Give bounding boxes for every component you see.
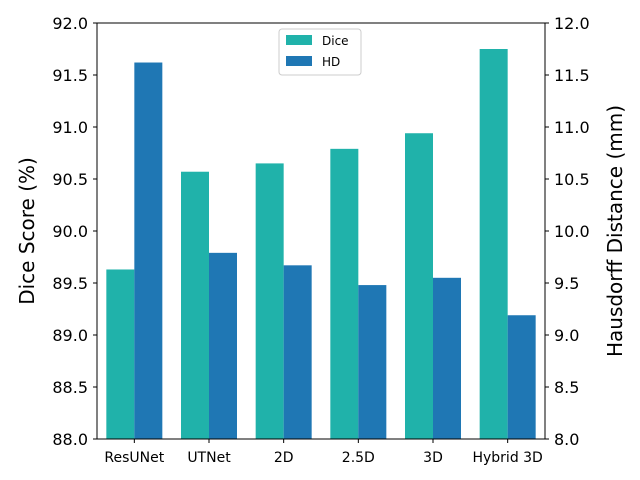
right-tick-label: 11.5 xyxy=(554,66,590,85)
bar-hd-2-5d xyxy=(358,285,387,439)
right-tick-label: 8.0 xyxy=(554,430,579,449)
left-tick-label: 89.0 xyxy=(52,326,88,345)
left-tick-label: 91.5 xyxy=(52,66,88,85)
legend-label-hd: HD xyxy=(322,55,340,69)
x-tick-label: 3D xyxy=(423,450,443,466)
bar-hd-3d xyxy=(433,277,461,439)
left-tick-label: 91.0 xyxy=(52,118,88,137)
x-tick-label: ResUNet xyxy=(104,450,164,466)
bar-hd-hybrid-3d xyxy=(507,315,536,439)
bar-hd-resunet xyxy=(134,62,163,440)
right-tick-label: 10.0 xyxy=(554,222,590,241)
left-tick-label: 90.0 xyxy=(52,222,88,241)
legend: Dice HD xyxy=(278,28,362,76)
right-tick-label: 10.5 xyxy=(554,170,590,189)
legend-swatch-dice xyxy=(286,35,312,45)
left-tick-label: 90.5 xyxy=(52,170,88,189)
bar-dice-resunet xyxy=(106,269,135,439)
right-tick-label: 9.0 xyxy=(554,326,579,345)
bar-hd-2d xyxy=(283,265,312,439)
left-axis-label: Dice Score (%) xyxy=(15,157,39,305)
x-tick-label: UTNet xyxy=(187,450,231,466)
left-tick-label: 88.5 xyxy=(52,378,88,397)
bar-dice-hybrid-3d xyxy=(479,49,508,439)
legend-swatch-hd xyxy=(286,56,312,66)
left-tick-label: 92.0 xyxy=(52,14,88,33)
right-tick-label: 9.5 xyxy=(554,274,579,293)
left-tick-label: 89.5 xyxy=(52,274,88,293)
x-tick-label: 2.5D xyxy=(342,450,375,466)
axes-group: ResUNet UTNet 2D 2.5D 3D Hybrid 3D 88.0 88.5 89.… xyxy=(52,14,589,466)
bar-hd-utnet xyxy=(209,252,237,439)
bar-dice-utnet xyxy=(181,171,209,439)
x-tick-label: Hybrid 3D xyxy=(472,450,542,466)
right-axis-label: Hausdorff Distance (mm) xyxy=(603,105,627,357)
plot-frame xyxy=(96,22,546,440)
right-tick-label: 11.0 xyxy=(554,118,590,137)
bar-dice-2-5d xyxy=(330,148,359,439)
right-tick-label: 8.5 xyxy=(554,378,579,397)
legend-label-dice: Dice xyxy=(322,34,349,48)
left-tick-label: 88.0 xyxy=(52,430,88,449)
right-tick-label: 12.0 xyxy=(554,14,590,33)
bar-dice-3d xyxy=(405,133,433,440)
bar-dice-2d xyxy=(255,163,284,439)
bars-group xyxy=(106,49,536,440)
x-tick-label: 2D xyxy=(274,450,294,466)
